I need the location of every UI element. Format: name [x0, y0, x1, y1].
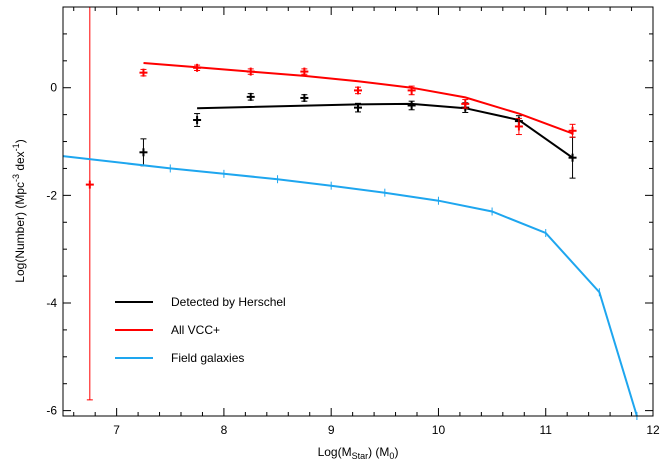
- series-line-field-galaxies: [62, 155, 638, 417]
- x-tick-label: 10: [432, 423, 446, 437]
- x-tick-label: 9: [328, 423, 335, 437]
- y-axis-label-sup1: -3: [11, 174, 21, 182]
- series-field-galaxies: [62, 155, 638, 420]
- y-tick-label: -4: [46, 296, 57, 310]
- legend-label-field: Field galaxies: [171, 351, 244, 365]
- series-all-vcc-: [85, 6, 577, 401]
- y-tick-label: 0: [50, 81, 57, 95]
- series-detected-by-herschel: [139, 92, 577, 179]
- x-tick-label: 11: [539, 423, 552, 437]
- x-tick-label: 8: [221, 423, 228, 437]
- plot-frame: [62, 6, 654, 417]
- y-tick-label: -2: [46, 188, 57, 202]
- axis-ticks: 7 8 9 10 11 12 -6 -4 -2 0: [46, 6, 660, 437]
- series-line-all-vcc-: [143, 62, 573, 135]
- series-line-detected-by-herschel: [197, 102, 574, 159]
- x-axis-label-sun-sub: 0: [389, 451, 394, 461]
- legend-label-detected: Detected by Herschel: [171, 295, 286, 309]
- y-axis-label-sup2: -1: [11, 143, 21, 151]
- x-tick-label: 7: [113, 423, 120, 437]
- y-tick-label: -6: [46, 404, 57, 418]
- series-layer: [62, 6, 638, 420]
- legend-label-all-vcc: All VCC+: [171, 323, 220, 337]
- x-axis-label: Log(MStar) (M0): [318, 445, 399, 461]
- x-tick-label: 12: [646, 423, 660, 437]
- y-axis-label: Log(Number) (Mpc-3 dex-1): [11, 139, 27, 282]
- legend: Detected by Herschel All VCC+ Field gala…: [115, 295, 286, 365]
- x-axis-label-sub: Star: [352, 451, 369, 461]
